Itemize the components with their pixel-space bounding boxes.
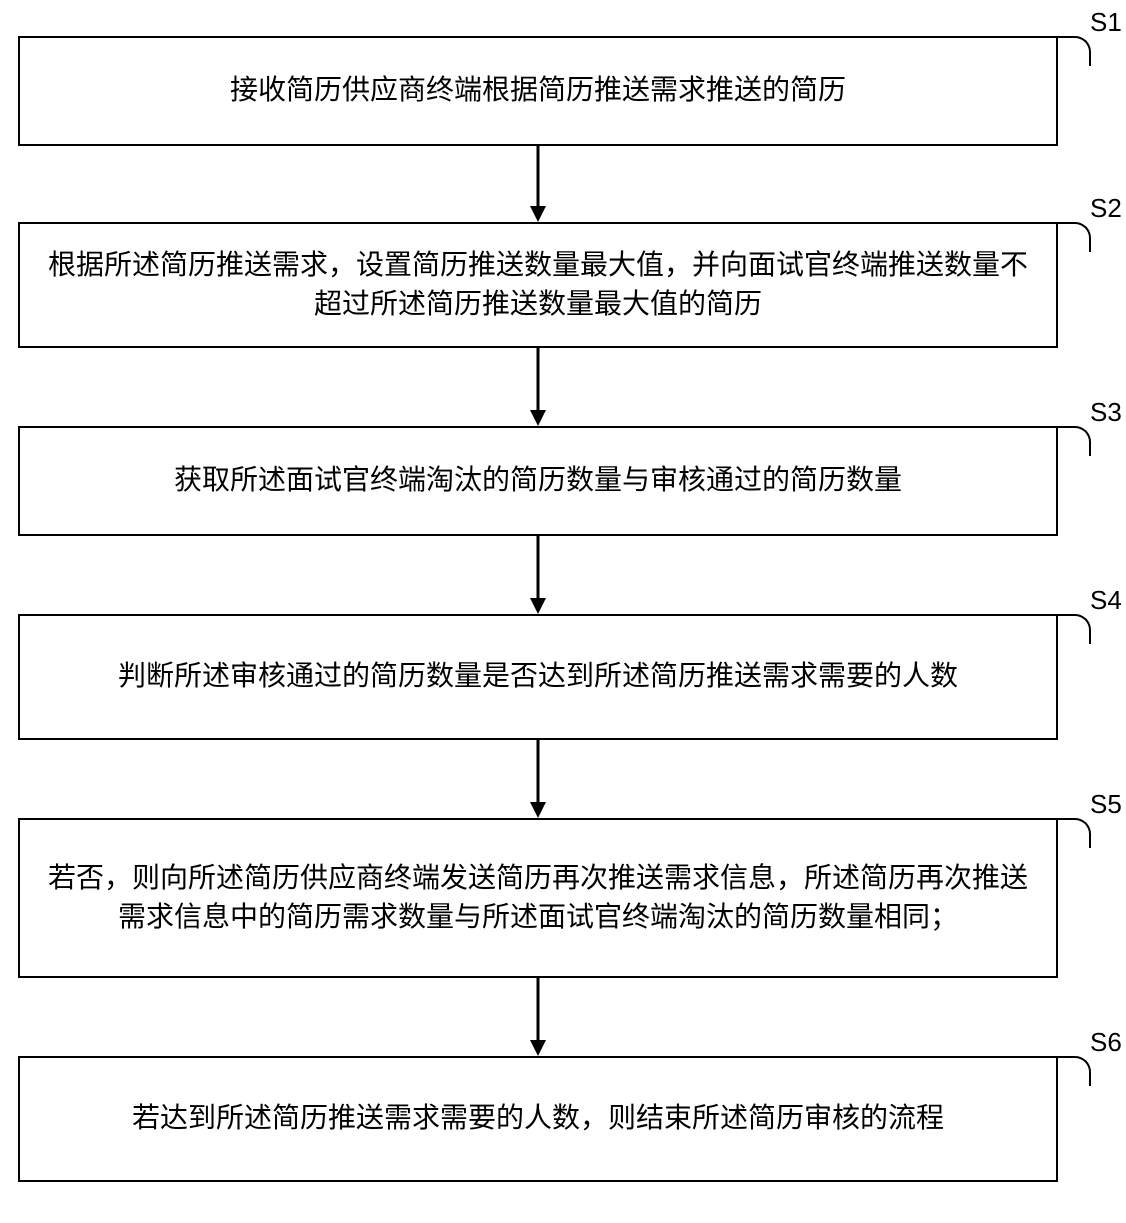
arrow-head-icon-4 <box>530 1040 546 1056</box>
step-box-s6: 若达到所述简历推送需求需要的人数，则结束所述简历审核的流程 <box>18 1056 1058 1182</box>
step-label-s6: S6 <box>1090 1027 1122 1058</box>
step-text-s3: 获取所述面试官终端淘汰的简历数量与审核通过的简历数量 <box>174 461 902 500</box>
label-connector-s6 <box>1056 1056 1091 1086</box>
step-box-s5: 若否，则向所述简历供应商终端发送简历再次推送需求信息，所述简历再次推送需求信息中… <box>18 818 1058 978</box>
arrow-head-icon-2 <box>530 598 546 614</box>
step-box-s2: 根据所述简历推送需求，设置简历推送数量最大值，并向面试官终端推送数量不超过所述简… <box>18 222 1058 348</box>
arrow-head-icon-1 <box>530 410 546 426</box>
arrow-line-0 <box>537 146 540 212</box>
step-label-s4: S4 <box>1090 585 1122 616</box>
step-label-s3: S3 <box>1090 397 1122 428</box>
label-connector-s3 <box>1056 426 1091 456</box>
flowchart-container: 接收简历供应商终端根据简历推送需求推送的简历 S1 根据所述简历推送需求，设置简历推… <box>0 0 1126 1223</box>
label-connector-s2 <box>1056 222 1091 252</box>
arrow-head-icon-0 <box>530 206 546 222</box>
step-label-s2: S2 <box>1090 193 1122 224</box>
label-connector-s5 <box>1056 818 1091 848</box>
step-box-s3: 获取所述面试官终端淘汰的简历数量与审核通过的简历数量 <box>18 426 1058 536</box>
step-text-s2: 根据所述简历推送需求，设置简历推送数量最大值，并向面试官终端推送数量不超过所述简… <box>40 246 1036 324</box>
step-box-s1: 接收简历供应商终端根据简历推送需求推送的简历 <box>18 36 1058 146</box>
label-connector-s4 <box>1056 614 1091 644</box>
arrow-line-4 <box>537 978 540 1046</box>
step-box-s4: 判断所述审核通过的简历数量是否达到所述简历推送需求需要的人数 <box>18 614 1058 740</box>
step-text-s4: 判断所述审核通过的简历数量是否达到所述简历推送需求需要的人数 <box>118 657 958 696</box>
arrow-line-3 <box>537 740 540 808</box>
step-label-s1: S1 <box>1090 7 1122 38</box>
step-text-s6: 若达到所述简历推送需求需要的人数，则结束所述简历审核的流程 <box>132 1099 944 1138</box>
step-label-s5: S5 <box>1090 789 1122 820</box>
arrow-head-icon-3 <box>530 802 546 818</box>
arrow-line-1 <box>537 348 540 416</box>
step-text-s5: 若否，则向所述简历供应商终端发送简历再次推送需求信息，所述简历再次推送需求信息中… <box>40 859 1036 937</box>
arrow-line-2 <box>537 536 540 604</box>
label-connector-s1 <box>1056 36 1091 66</box>
step-text-s1: 接收简历供应商终端根据简历推送需求推送的简历 <box>230 71 846 110</box>
